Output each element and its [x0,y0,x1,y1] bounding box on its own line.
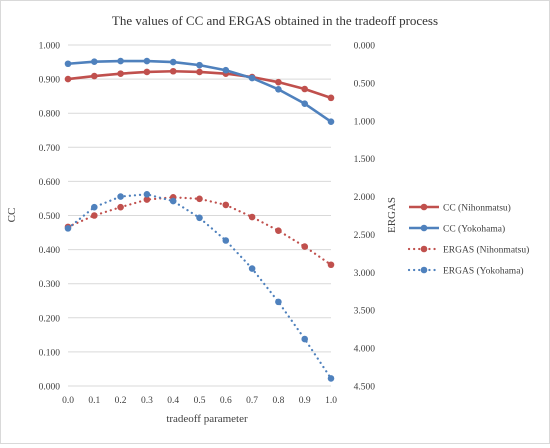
data-point [169,58,177,66]
legend-label: CC (Yokohama) [443,224,505,235]
legend-label: ERGAS (Yokohama) [443,266,524,277]
data-point [64,75,72,83]
x-axis-label: tradeoff parameter [166,413,248,425]
right-axis-tick-label: 0.000 [354,42,376,52]
data-point [196,68,203,76]
data-point [196,214,203,222]
right-axis-tick-label: 3.500 [354,307,376,317]
data-point [91,203,98,211]
legend-marker [420,224,428,232]
right-axis-label: ERGAS [386,197,398,233]
data-point [117,203,124,211]
data-point [169,67,177,75]
left-axis-tick-label: 0.400 [39,246,61,256]
right-axis-tick-label: 4.500 [354,383,376,393]
legend-marker [420,266,428,274]
x-axis-tick-label: 0.2 [115,396,127,406]
left-axis-tick-label: 0.900 [39,76,61,86]
left-axis-tick-label: 0.600 [39,178,61,188]
data-point [169,197,177,205]
right-axis-tick-label: 1.500 [354,155,376,165]
data-point [248,265,256,272]
left-axis-tick-label: 1.000 [39,42,61,52]
data-point [301,243,309,250]
right-axis-tick-label: 4.000 [354,345,376,355]
data-point [275,227,282,234]
data-point [196,195,203,203]
left-axis-tick-label: 0.000 [39,383,61,393]
data-point [275,298,282,306]
data-point [222,66,230,74]
left-axis-label: CC [6,208,18,223]
legend: CC (Nihonmatsu) CC (Yokohama) ERGAS (Nihon… [407,203,529,277]
series-line [67,69,332,100]
right-axis-tick-label: 1.000 [354,117,376,127]
x-axis-tick-label: 0.0 [62,396,74,406]
series-line [66,193,333,380]
right-axis-ticks: 0.000 0.500 1.000 1.500 2.000 2.500 3.000 3.500… [354,42,376,393]
series-group [64,57,335,382]
right-axis-tick-label: 2.000 [354,193,376,203]
x-axis-tick-label: 0.7 [246,396,258,406]
data-point [222,201,230,209]
x-axis-tick-label: 0.9 [299,396,311,406]
x-axis-ticks: 0.0 0.1 0.2 0.3 0.4 0.5 0.6 0.7 0.8 0.9 1.0 [62,396,337,406]
data-point [301,85,309,93]
legend-label: ERGAS (Nihonmatsu) [443,245,529,256]
right-axis-tick-label: 0.500 [354,79,376,89]
data-point [327,118,335,126]
data-point [143,190,151,198]
legend-marker [420,203,428,211]
x-axis-tick-label: 1.0 [325,396,337,406]
data-point [275,78,282,86]
data-point [91,72,98,80]
x-axis-tick-label: 0.6 [220,396,232,406]
left-axis-tick-label: 0.700 [39,144,61,154]
x-axis-tick-label: 0.5 [194,396,206,406]
data-point [327,94,335,102]
data-point [301,335,309,343]
data-point [117,193,124,200]
chart-title: The values of CC and ERGAS obtained in t… [112,13,438,28]
data-point [248,74,256,82]
data-point [91,212,98,219]
x-axis-tick-label: 0.4 [167,396,179,406]
right-axis-tick-label: 3.000 [354,269,376,279]
legend-label: CC (Nihonmatsu) [443,203,511,214]
data-point [275,86,282,93]
data-point [248,213,256,221]
x-axis-tick-label: 0.1 [88,396,100,406]
data-point [301,100,309,107]
left-axis-tick-label: 0.200 [39,314,61,324]
x-axis-tick-label: 0.3 [141,396,153,406]
data-point [327,261,335,269]
left-axis-tick-label: 0.100 [39,348,61,358]
data-point [117,57,124,65]
data-point [222,237,230,244]
data-point [64,225,72,232]
data-point [91,58,98,66]
legend-marker [420,245,428,253]
left-axis-tick-label: 0.500 [39,212,61,222]
x-axis-tick-label: 0.8 [272,396,284,406]
data-point [117,70,124,77]
left-axis-ticks: 0.000 0.100 0.200 0.300 0.400 0.500 0.600 0.700… [39,42,61,393]
right-axis-tick-label: 2.500 [354,231,376,241]
left-axis-tick-label: 0.300 [39,280,61,290]
data-point [64,60,72,68]
left-axis-tick-label: 0.800 [39,110,61,120]
data-point [143,57,151,65]
series-line [66,196,333,266]
data-point [143,196,151,203]
data-point [143,68,151,76]
data-point [327,375,335,382]
data-point [196,61,203,69]
